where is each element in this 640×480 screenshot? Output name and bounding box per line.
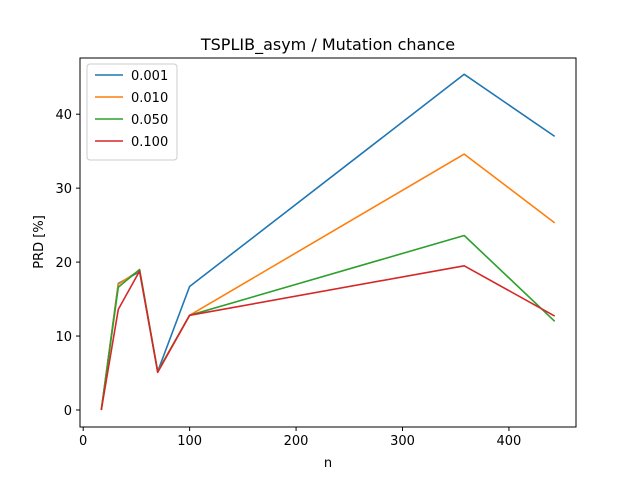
legend-label: 0.001	[131, 69, 168, 84]
y-tick-label: 10	[55, 330, 72, 345]
x-tick-label: 100	[177, 434, 202, 449]
y-tick-label: 40	[55, 108, 72, 123]
x-tick-label: 400	[497, 434, 522, 449]
chart-title: TSPLIB_asym / Mutation chance	[200, 35, 455, 55]
y-tick-label: 0	[64, 404, 72, 419]
y-tick-label: 20	[55, 256, 72, 271]
x-tick-label: 300	[390, 434, 415, 449]
legend: 0.001 0.010 0.050 0.100	[86, 63, 178, 161]
legend-label: 0.100	[131, 135, 168, 150]
x-axis: 0 100 200 300 400	[79, 427, 521, 449]
plot-area	[100, 73, 556, 411]
x-tick-label: 0	[79, 434, 87, 449]
x-axis-label: n	[324, 456, 332, 471]
y-tick-label: 30	[55, 182, 72, 197]
legend-label: 0.010	[131, 91, 168, 106]
x-tick-label: 200	[284, 434, 309, 449]
axes-frame	[79, 57, 577, 428]
y-axis-label: PRD [%]	[32, 215, 47, 269]
y-axis: 0 10 20 30 40	[55, 108, 80, 419]
series-line-0.100	[100, 264, 556, 411]
legend-label: 0.050	[131, 113, 168, 128]
legend-box	[86, 63, 178, 161]
